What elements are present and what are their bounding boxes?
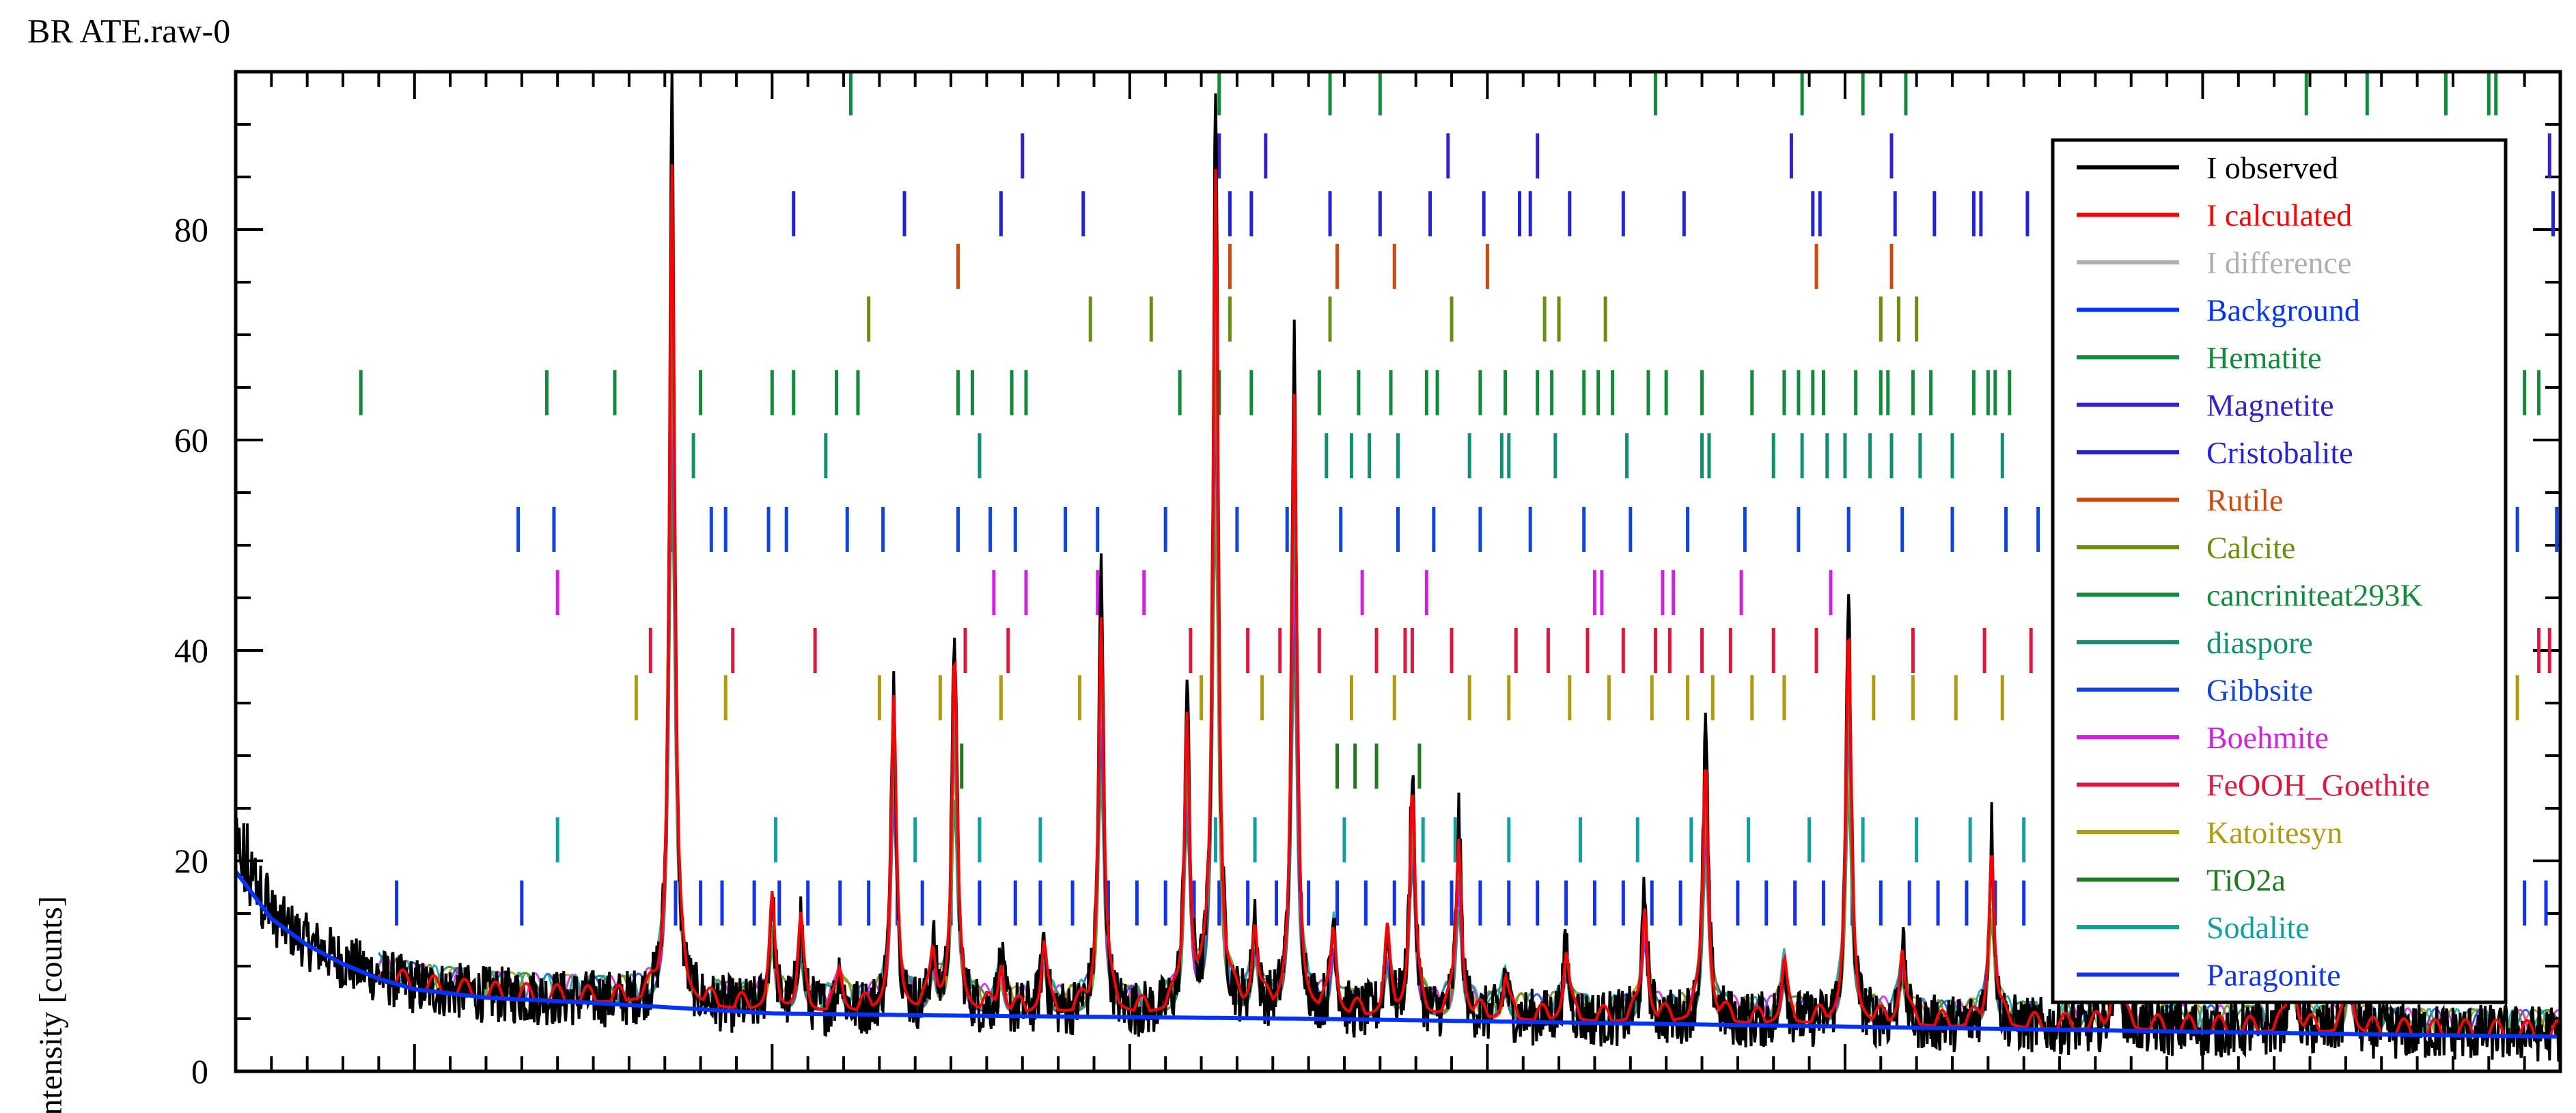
legend: I observed I calculated I difference Backgr… [2051, 138, 2508, 1004]
legend-label: diaspore [2206, 625, 2313, 660]
legend-label: Hematite [2206, 340, 2322, 375]
legend-box [2051, 138, 2508, 1004]
pattern-series [236, 72, 2560, 1062]
phase-reflection-markers [359, 72, 2560, 926]
legend-label: cancriniteat293K [2206, 578, 2423, 613]
legend-label: I observed [2206, 150, 2338, 185]
legend-label: Boehmite [2206, 720, 2329, 755]
y-tick-label: 20 [174, 842, 208, 880]
legend-label: Background [2206, 293, 2360, 328]
legend-label: Paragonite [2206, 958, 2341, 993]
legend-label: Rutile [2206, 483, 2283, 518]
y-axis: 0 20 40 60 80 [174, 123, 2560, 1090]
legend-label: I difference [2206, 245, 2351, 280]
legend-label: Cristobalite [2206, 435, 2353, 470]
legend-label: Calcite [2206, 530, 2295, 565]
legend-label: FeOOH_Goethite [2206, 768, 2430, 803]
chart-title: BR ATE.raw-0 [27, 12, 230, 50]
y-tick-label: 40 [174, 631, 208, 670]
plot-frame [234, 70, 2562, 1073]
y-tick-label: 0 [191, 1052, 208, 1090]
x-axis [234, 72, 2562, 1071]
legend-label: I calculated [2206, 198, 2352, 233]
legend-label: Gibbsite [2206, 673, 2313, 708]
legend-label: Katoitesyn [2206, 815, 2342, 850]
y-axis-label: Intensity [counts] [33, 896, 69, 1113]
observed-series-line [236, 72, 2560, 1062]
legend-label: Magnetite [2206, 388, 2334, 423]
y-tick-label: 80 [174, 210, 208, 249]
legend-label: Sodalite [2206, 910, 2310, 945]
legend-label: TiO2a [2206, 863, 2286, 898]
background-series-line [236, 870, 2557, 1039]
y-tick-label: 60 [174, 421, 208, 459]
